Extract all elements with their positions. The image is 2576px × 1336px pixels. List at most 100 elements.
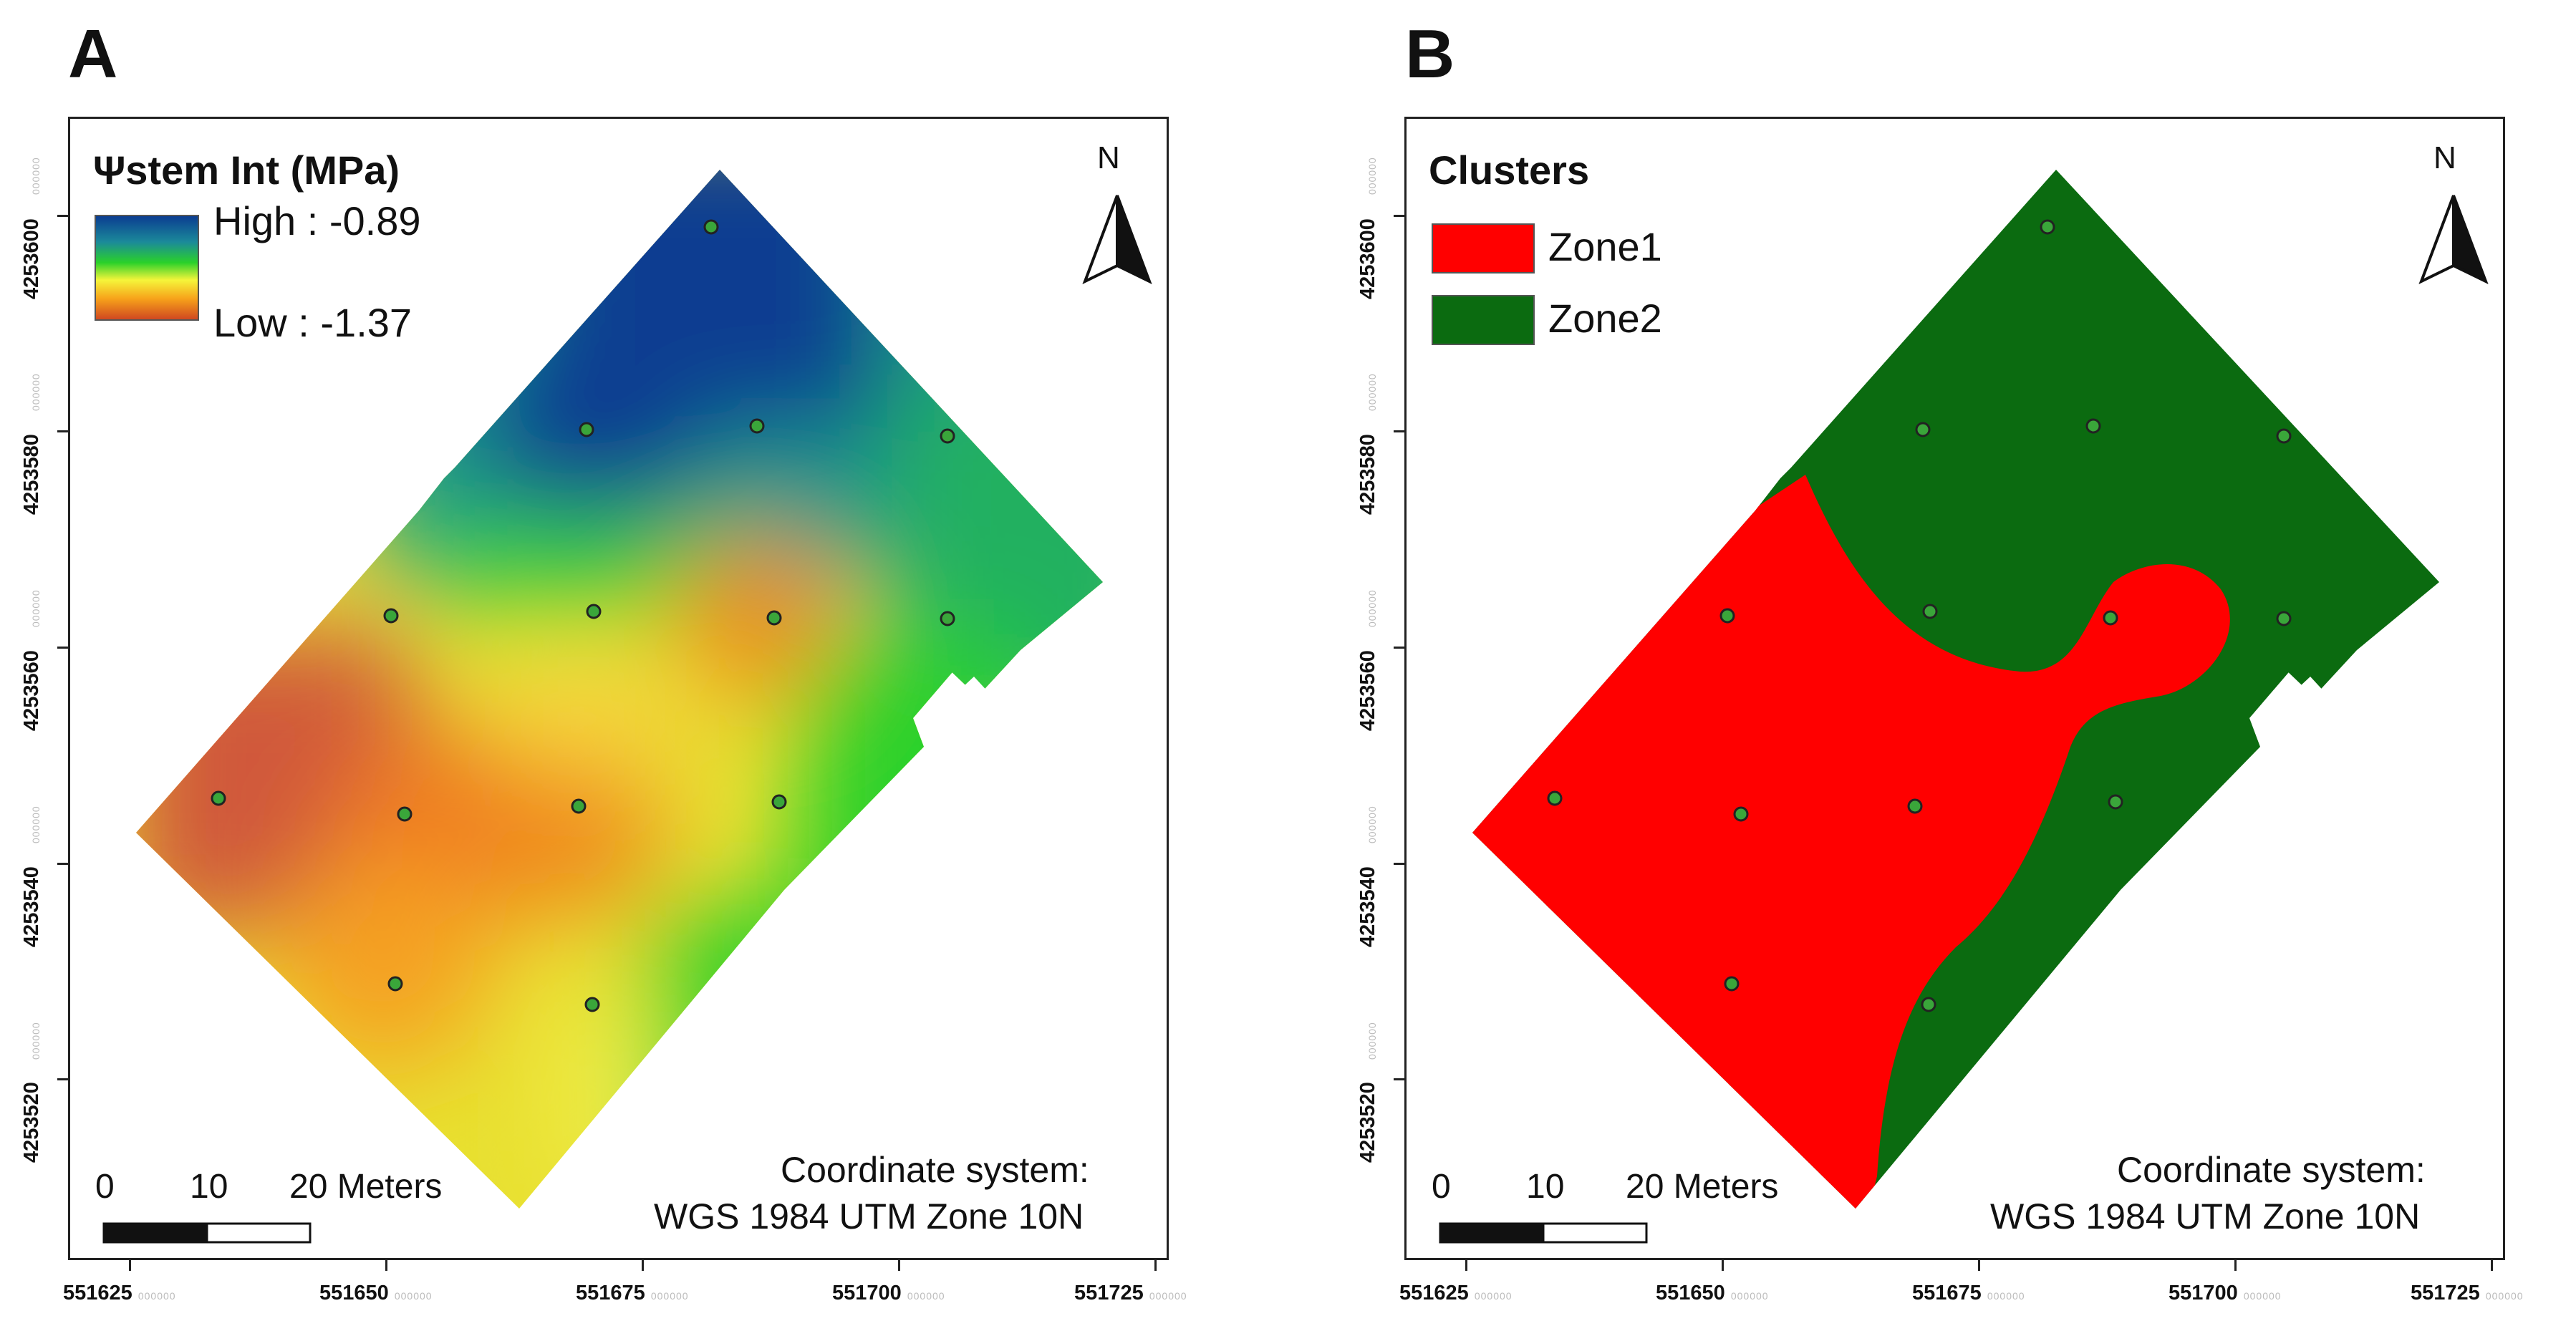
x-tick xyxy=(1978,1260,1980,1271)
panel-letter-a: A xyxy=(68,16,118,92)
north-arrow-icon xyxy=(1082,195,1152,285)
scale-label-20-b: 20 Meters xyxy=(1626,1168,1779,1206)
y-tick-suffix: 000000 xyxy=(1366,157,1378,195)
x-tick xyxy=(1154,1260,1157,1271)
north-arrow-icon xyxy=(2418,195,2489,285)
x-tick-label: 551700 000000 xyxy=(2169,1282,2282,1304)
y-tick-suffix: 000000 xyxy=(1366,1022,1378,1060)
sample-point xyxy=(1907,798,1923,814)
scale-label-10-b: 10 xyxy=(1526,1168,1565,1206)
sample-points-b xyxy=(1547,219,2292,1012)
sample-point xyxy=(571,798,587,814)
y-tick-label: 4253580 xyxy=(1356,434,1379,515)
y-tick-suffix: 000000 xyxy=(30,373,42,411)
sample-point xyxy=(940,611,955,626)
legend-title-b: Clusters xyxy=(1429,147,1590,193)
coord-system-line1-a: Coordinate system: xyxy=(781,1150,1089,1190)
coord-system-line1-b: Coordinate system: xyxy=(2117,1150,2426,1190)
x-tick-label: 551675 000000 xyxy=(576,1282,689,1304)
y-tick xyxy=(1394,215,1404,217)
sample-point xyxy=(2103,610,2118,626)
sample-point xyxy=(586,604,602,619)
sample-point xyxy=(1733,806,1749,822)
scale-bar xyxy=(1439,1222,1648,1244)
north-label-b: N xyxy=(2433,140,2456,175)
x-tick xyxy=(642,1260,644,1271)
y-tick-suffix: 000000 xyxy=(1366,373,1378,411)
scale-bar xyxy=(102,1222,312,1244)
sample-point xyxy=(940,428,955,444)
sample-point xyxy=(383,608,399,624)
y-tick-label: 4253540 xyxy=(20,866,43,947)
sample-point xyxy=(1719,608,1735,624)
sample-points-a xyxy=(211,219,955,1012)
legend-label-zone2: Zone2 xyxy=(1548,296,1662,341)
x-tick-label: 551625 000000 xyxy=(63,1282,176,1304)
sample-point xyxy=(1921,997,1936,1012)
y-tick-suffix: 000000 xyxy=(30,589,42,627)
sample-point xyxy=(749,418,765,434)
x-tick-label: 551725 000000 xyxy=(1074,1282,1187,1304)
sample-point xyxy=(2276,611,2292,626)
x-tick-label: 551675 000000 xyxy=(1912,1282,2025,1304)
y-tick-label: 4253560 xyxy=(1356,650,1379,731)
x-tick xyxy=(385,1260,387,1271)
sample-point xyxy=(2108,794,2123,810)
scale-label-0-b: 0 xyxy=(1432,1168,1451,1206)
legend-gradient-a xyxy=(95,215,199,321)
y-tick-label: 4253560 xyxy=(20,650,43,731)
legend-high-label-a: High : -0.89 xyxy=(213,198,421,243)
y-tick xyxy=(1394,430,1404,432)
coord-system-line2-b: WGS 1984 UTM Zone 10N xyxy=(1990,1196,2421,1236)
sample-point xyxy=(584,997,600,1012)
sample-point xyxy=(771,794,787,810)
y-tick xyxy=(57,863,68,865)
y-tick-suffix: 000000 xyxy=(30,1022,42,1060)
legend-swatch-zone2 xyxy=(1432,295,1535,345)
x-tick xyxy=(898,1260,900,1271)
coord-system-line2-a: WGS 1984 UTM Zone 10N xyxy=(654,1196,1084,1236)
x-tick xyxy=(1722,1260,1724,1271)
x-tick xyxy=(2234,1260,2237,1271)
sample-point xyxy=(1547,790,1563,806)
sample-point xyxy=(2040,219,2055,235)
x-tick-label: 551700 000000 xyxy=(832,1282,945,1304)
x-tick-label: 551650 000000 xyxy=(319,1282,433,1304)
panel-letter-b: B xyxy=(1405,16,1455,92)
x-tick-label: 551725 000000 xyxy=(2411,1282,2524,1304)
y-tick xyxy=(57,1078,68,1080)
x-tick xyxy=(2491,1260,2493,1271)
sample-point xyxy=(766,610,782,626)
legend-swatch-zone1 xyxy=(1432,223,1535,274)
y-tick xyxy=(1394,647,1404,649)
sample-point xyxy=(387,976,403,992)
scale-label-10-a: 10 xyxy=(190,1168,228,1206)
y-tick-suffix: 000000 xyxy=(1366,805,1378,843)
sample-point xyxy=(397,806,413,822)
sample-point xyxy=(2276,428,2292,444)
scale-label-0-a: 0 xyxy=(95,1168,115,1206)
sample-point xyxy=(211,790,226,806)
y-tick-label: 4253600 xyxy=(1356,218,1379,299)
sample-point xyxy=(1922,604,1938,619)
legend-title-a: Ψstem Int (MPa) xyxy=(93,147,400,193)
x-tick xyxy=(1465,1260,1467,1271)
y-tick-label: 4253600 xyxy=(20,218,43,299)
map-a xyxy=(102,170,1152,1244)
y-tick-label: 4253540 xyxy=(1356,866,1379,947)
sample-point xyxy=(1724,976,1740,992)
sample-point xyxy=(2085,418,2101,434)
y-tick-label: 4253580 xyxy=(20,434,43,515)
y-tick-label: 4253520 xyxy=(1356,1082,1379,1163)
legend-label-zone1: Zone1 xyxy=(1548,224,1662,269)
scale-label-20-a: 20 Meters xyxy=(289,1168,443,1206)
y-tick xyxy=(57,430,68,432)
x-tick-label: 551650 000000 xyxy=(1656,1282,1769,1304)
y-tick xyxy=(57,215,68,217)
y-tick xyxy=(57,647,68,649)
sample-point xyxy=(579,422,594,437)
y-tick-suffix: 000000 xyxy=(1366,589,1378,627)
map-b xyxy=(1439,170,2489,1244)
north-label-a: N xyxy=(1097,140,1120,175)
y-tick xyxy=(1394,1078,1404,1080)
